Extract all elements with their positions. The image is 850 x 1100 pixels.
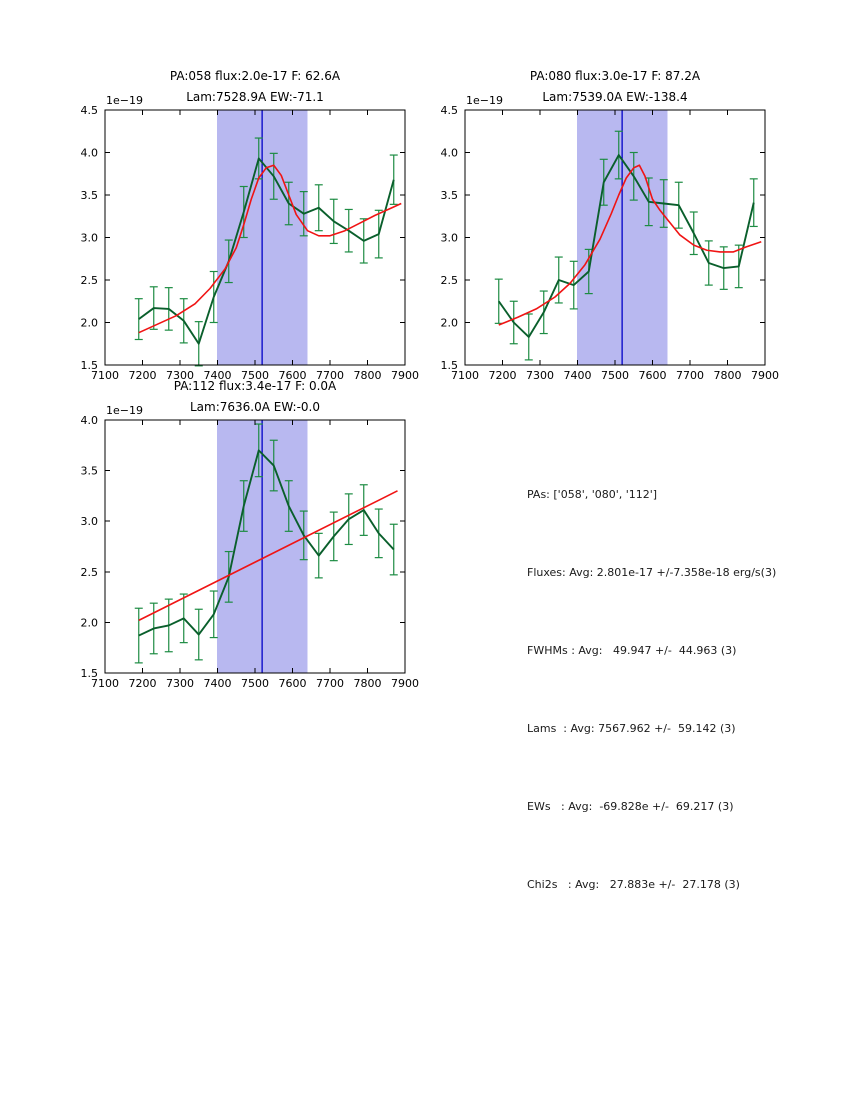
plot-2-tick-labels: 7100 7200 7300 7400 7500 7600 7700 7800 7900 1.5 2… — [441, 104, 780, 382]
plot-3-y-tick-label: 2.0 — [81, 616, 99, 629]
plot-3-tick-labels: 7100 7200 7300 7400 7500 7600 7700 7800 7900 1.5 2… — [81, 414, 420, 690]
plot-2: 7100 7200 7300 7400 7500 7600 7700 7800 7900 1.5 2… — [441, 94, 780, 382]
plot-3-ticks — [104, 419, 406, 674]
plot-2-y-tick-label: 2.0 — [441, 317, 459, 330]
plot-3-y-tick-label: 4.0 — [81, 414, 99, 427]
plot-3-x-tick-label: 7400 — [204, 677, 232, 690]
plot-1-x-tick-label: 7600 — [279, 369, 307, 382]
plot-2-x-tick-label: 7600 — [639, 369, 667, 382]
plot-1-y-tick-label: 3.0 — [81, 232, 99, 245]
plot-1-fit-line — [138, 164, 402, 334]
plot-1-ticks — [104, 109, 406, 366]
plot-3-x-tick-label: 7300 — [166, 677, 194, 690]
plot-1-x-tick-label: 7900 — [391, 369, 419, 382]
plot-1-y-tick-label: 4.0 — [81, 147, 99, 160]
plot-3-x-tick-label: 7900 — [391, 677, 419, 690]
plot-3-x-tick-label: 7500 — [241, 677, 269, 690]
plot-2-data-line — [497, 154, 755, 338]
plot-2-x-tick-label: 7800 — [714, 369, 742, 382]
plot-3-scale-offset-label: 1e−19 — [106, 404, 143, 417]
plot-3-x-tick-label: 7600 — [279, 677, 307, 690]
plot-3-title: PA:112 flux:3.4e-17 F: 0.0A Lam:7636.0A … — [105, 376, 405, 418]
plot-3: 7100 7200 7300 7400 7500 7600 7700 7800 7900 1.5 2… — [81, 404, 420, 690]
stats-line-fluxes: Fluxes: Avg: 2.801e-17 +/-7.358e-18 erg/… — [527, 566, 777, 579]
plot-3-title-line1: PA:112 flux:3.4e-17 F: 0.0A — [173, 379, 337, 393]
plot-1-y-tick-label: 2.5 — [81, 274, 99, 287]
plot-2-y-tick-label: 4.0 — [441, 147, 459, 160]
plot-3-y-tick-label: 3.5 — [81, 465, 99, 478]
plot-2-y-tick-label: 3.5 — [441, 189, 459, 202]
plot-2-y-tick-label: 2.5 — [441, 274, 459, 287]
plot-2-y-tick-label: 4.5 — [441, 104, 459, 117]
stats-line-chi2s: Chi2s : Avg: 27.883e +/- 27.178 (3) — [527, 878, 740, 891]
plot-1-y-tick-label: 3.5 — [81, 189, 99, 202]
stats-line-ews: EWs : Avg: -69.828e +/- 69.217 (3) — [527, 800, 734, 813]
plot-1-title-line1: PA:058 flux:2.0e-17 F: 62.6A — [169, 69, 341, 83]
plot-3-x-tick-label: 7700 — [316, 677, 344, 690]
plot-2-x-tick-label: 7100 — [451, 369, 479, 382]
plot-3-fit-line — [138, 490, 398, 622]
plot-2-ticks — [464, 109, 766, 366]
plot-2-title-line2: Lam:7539.0A EW:-138.4 — [542, 90, 688, 104]
plot-1-x-tick-label: 7500 — [241, 369, 269, 382]
plot-1-x-tick-label: 7800 — [354, 369, 382, 382]
plot-3-x-tick-label: 7100 — [91, 677, 119, 690]
plot-2-x-tick-label: 7500 — [601, 369, 629, 382]
plot-1-x-tick-label: 7300 — [166, 369, 194, 382]
plot-3-y-tick-label: 2.5 — [81, 566, 99, 579]
plot-2-fit-line — [498, 164, 762, 326]
plot-2-x-tick-label: 7200 — [489, 369, 517, 382]
plot-1-y-tick-label: 2.0 — [81, 317, 99, 330]
plot-1-tick-labels: 7100 7200 7300 7400 7500 7600 7700 7800 7900 1.5 2… — [81, 104, 420, 382]
stats-line-pas: PAs: ['058', '080', '112'] — [527, 488, 658, 501]
plot-1: 7100 7200 7300 7400 7500 7600 7700 7800 7900 1.5 2… — [81, 94, 420, 382]
plot-3-title-line2: Lam:7636.0A EW:-0.0 — [190, 400, 320, 414]
plot-3-y-tick-label: 3.0 — [81, 515, 99, 528]
plot-3-y-tick-label: 1.5 — [81, 667, 99, 680]
plot-2-x-tick-label: 7900 — [751, 369, 779, 382]
plot-2-x-tick-label: 7300 — [526, 369, 554, 382]
plot-1-x-tick-label: 7400 — [204, 369, 232, 382]
stats-panel: PAs: ['058', '080', '112'] Fluxes: Avg: … — [527, 430, 776, 950]
plot-1-title-line2: Lam:7528.9A EW:-71.1 — [186, 90, 324, 104]
plot-2-x-tick-label: 7700 — [676, 369, 704, 382]
plot-1-x-tick-label: 7100 — [91, 369, 119, 382]
stats-line-fwhms: FWHMs : Avg: 49.947 +/- 44.963 (3) — [527, 644, 737, 657]
stats-line-lams: Lams : Avg: 7567.962 +/- 59.142 (3) — [527, 722, 736, 735]
plot-2-title: PA:080 flux:3.0e-17 F: 87.2A Lam:7539.0A… — [465, 66, 765, 108]
plot-1-x-tick-label: 7700 — [316, 369, 344, 382]
plot-2-x-tick-label: 7400 — [564, 369, 592, 382]
plot-3-x-tick-label: 7800 — [354, 677, 382, 690]
plot-2-title-line1: PA:080 flux:3.0e-17 F: 87.2A — [529, 69, 701, 83]
plot-1-x-tick-label: 7200 — [129, 369, 157, 382]
plot-1-y-tick-label: 4.5 — [81, 104, 99, 117]
plot-3-data-line — [138, 449, 395, 637]
plot-3-x-tick-label: 7200 — [129, 677, 157, 690]
plot-1-scale-offset-label: 1e−19 — [106, 94, 143, 107]
plot-2-y-tick-label: 1.5 — [441, 359, 459, 372]
plot-2-scale-offset-label: 1e−19 — [466, 94, 503, 107]
plot-1-title: PA:058 flux:2.0e-17 F: 62.6A Lam:7528.9A… — [105, 66, 405, 108]
plot-2-y-tick-label: 3.0 — [441, 232, 459, 245]
plot-1-y-tick-label: 1.5 — [81, 359, 99, 372]
